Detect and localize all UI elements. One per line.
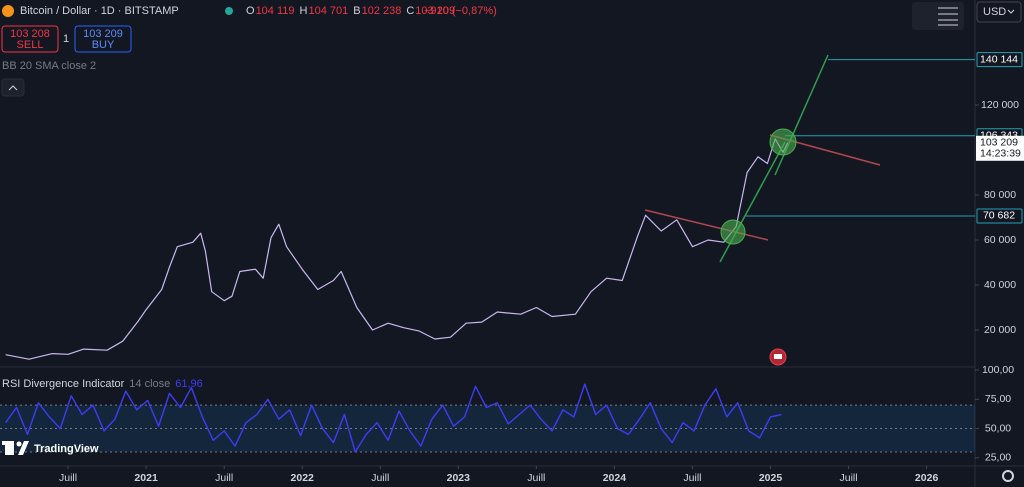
marker-circle <box>720 219 746 245</box>
symbol-icon <box>2 5 14 17</box>
marker-circle <box>769 128 797 156</box>
dropdown-icon <box>1007 9 1015 14</box>
indicator-legend: BB 20 SMA close 2 <box>2 60 96 72</box>
y-tick-label: 60 000 <box>984 234 1016 246</box>
countdown: 14:23:39 <box>980 148 1021 160</box>
x-tick-label: 2022 <box>291 472 315 484</box>
brand-logo <box>2 441 29 455</box>
x-tick-label: Juill <box>683 472 701 484</box>
rsi-line <box>5 383 782 453</box>
sell-button[interactable] <box>1 25 59 53</box>
x-tick-label: 2025 <box>759 472 783 484</box>
level-label-box <box>976 52 1023 68</box>
y-tick-label: 40 000 <box>984 279 1016 291</box>
y-tick-label: 120 000 <box>981 99 1019 111</box>
x-tick-label: 2023 <box>447 472 471 484</box>
ohlc-key: B <box>353 5 360 17</box>
last-price-box <box>976 135 1024 161</box>
buy-price: 103 209 <box>83 28 123 40</box>
menu-icon <box>938 7 958 26</box>
x-tick-label: Juill <box>59 472 77 484</box>
last-price: 103 209 <box>980 137 1018 149</box>
collapse-button[interactable] <box>1 78 25 97</box>
rsi-params: 14 close <box>129 378 170 390</box>
rsi-current: 61,96 <box>175 378 203 390</box>
ohlc-value: 104 701 <box>308 5 348 17</box>
currency-select[interactable] <box>976 1 1022 23</box>
ohlc: O 104 119 H 104 701 B 102 238 C 103 209 <box>246 5 455 17</box>
buy-button[interactable] <box>74 25 132 53</box>
sell-label: SELL <box>17 39 44 51</box>
buy-label: BUY <box>92 39 115 51</box>
event-flag <box>774 354 782 359</box>
brand: TradingView <box>34 443 99 455</box>
price-line <box>5 138 789 360</box>
y-tick-label: 75,00 <box>985 393 1011 405</box>
price-pane: 20 000 40 000 60 000 80 000 120 000 140 144 10… <box>5 52 1024 360</box>
market-status <box>225 7 233 15</box>
x-tick-label: 2026 <box>915 472 939 484</box>
trend-line <box>644 209 769 241</box>
symbol-title: Bitcoin / Dollar · 1D · BITSTAMP <box>20 5 179 17</box>
x-tick-label: 2024 <box>603 472 627 484</box>
y-tick-label: 80 000 <box>984 189 1016 201</box>
spread: 1 <box>63 33 69 45</box>
x-tick-label: Juill <box>371 472 389 484</box>
ohlc-key: C <box>406 5 414 17</box>
x-tick-label: 2021 <box>134 472 158 484</box>
menu-button[interactable] <box>912 2 964 30</box>
ohlc-value: 103 209 <box>415 5 455 17</box>
price-change: −910 (−0,87%) <box>424 5 497 17</box>
level-label: 140 144 <box>980 53 1018 65</box>
level-label-box <box>976 208 1023 224</box>
ohlc-key: O <box>246 5 255 17</box>
y-tick-label: 20 000 <box>984 324 1016 336</box>
ohlc-key: H <box>300 5 308 17</box>
currency: USD <box>983 6 1006 18</box>
y-tick-label: 100,00 <box>982 364 1014 376</box>
ohlc-value: 102 238 <box>362 5 402 17</box>
chevron-icon <box>8 85 18 91</box>
ohlc-value: 104 119 <box>256 5 295 17</box>
x-tick-label: Juill <box>527 472 545 484</box>
x-tick-label: Juill <box>840 472 858 484</box>
y-tick-label: 25,00 <box>985 452 1011 464</box>
sell-price: 103 208 <box>10 28 50 40</box>
y-tick-label: 50,00 <box>985 422 1011 434</box>
rsi-pane: 100,00 75,00 50,00 25,00 RSI Divergence Indi… <box>0 364 1014 464</box>
level-label: 70 682 <box>983 210 1015 222</box>
rsi-title: RSI Divergence Indicator <box>2 378 125 390</box>
x-tick-label: Juill <box>215 472 233 484</box>
settings-icon[interactable] <box>1002 470 1014 482</box>
